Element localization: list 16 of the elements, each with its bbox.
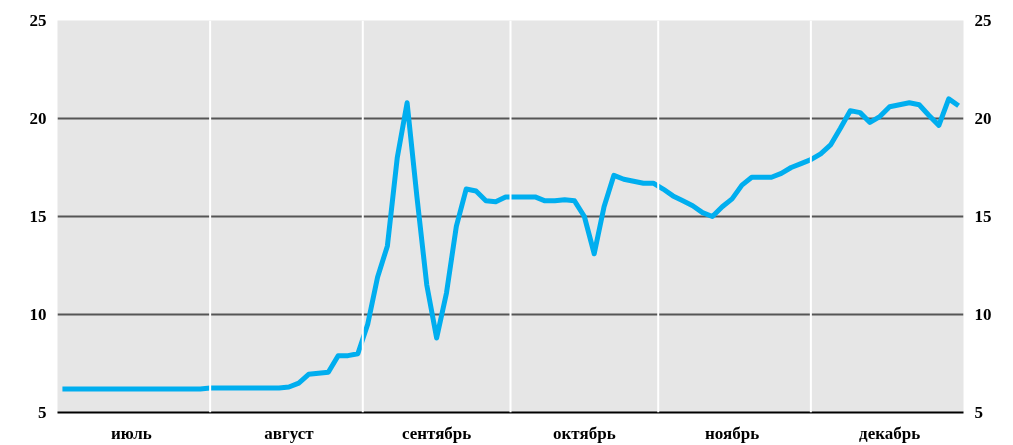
y-tick-label: 10 [29,305,47,324]
y2-tick-label: 20 [974,109,992,128]
y2-tick-label: 25 [974,11,992,30]
y-tick-label: 5 [38,403,47,422]
x-tick-label: сентябрь [401,423,472,443]
y2-tick-label: 10 [974,305,992,324]
x-tick-label: ноябрь [705,423,760,443]
y2-tick-label: 5 [974,403,983,422]
x-tick-label: июль [110,423,152,443]
x-tick-label: декабрь [859,423,921,443]
y-tick-label: 15 [29,207,47,226]
y2-tick-label: 15 [974,207,992,226]
x-tick-label: октябрь [553,423,616,443]
y-tick-label: 25 [29,11,47,30]
y-tick-label: 20 [29,109,47,128]
x-tick-label: август [264,423,315,443]
